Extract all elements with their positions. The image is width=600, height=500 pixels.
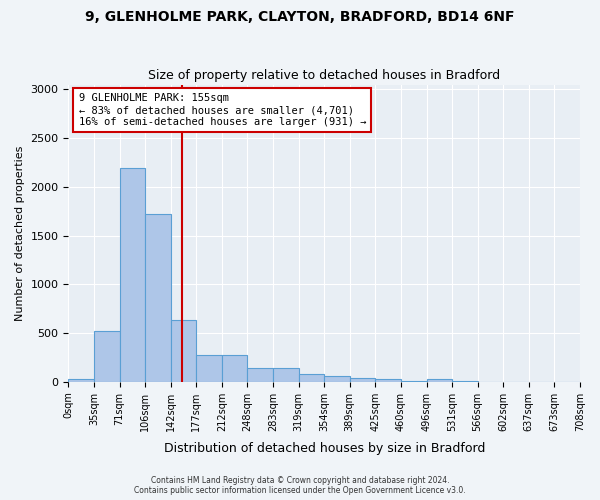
Bar	[145, 214, 171, 382]
Text: Contains HM Land Registry data © Crown copyright and database right 2024.
Contai: Contains HM Land Registry data © Crown c…	[134, 476, 466, 495]
Bar	[196, 356, 222, 382]
Bar	[94, 331, 119, 382]
Bar	[299, 374, 324, 382]
Bar	[427, 380, 452, 382]
Bar	[350, 378, 376, 382]
Bar	[68, 379, 94, 382]
Bar	[222, 356, 247, 382]
Bar	[376, 380, 401, 382]
Bar	[401, 381, 427, 382]
Bar	[273, 368, 299, 382]
Text: 9 GLENHOLME PARK: 155sqm
← 83% of detached houses are smaller (4,701)
16% of sem: 9 GLENHOLME PARK: 155sqm ← 83% of detach…	[79, 94, 366, 126]
Title: Size of property relative to detached houses in Bradford: Size of property relative to detached ho…	[148, 69, 500, 82]
Bar	[119, 168, 145, 382]
X-axis label: Distribution of detached houses by size in Bradford: Distribution of detached houses by size …	[164, 442, 485, 455]
Y-axis label: Number of detached properties: Number of detached properties	[15, 146, 25, 321]
Bar	[247, 368, 273, 382]
Text: 9, GLENHOLME PARK, CLAYTON, BRADFORD, BD14 6NF: 9, GLENHOLME PARK, CLAYTON, BRADFORD, BD…	[85, 10, 515, 24]
Bar	[324, 376, 350, 382]
Bar	[171, 320, 196, 382]
